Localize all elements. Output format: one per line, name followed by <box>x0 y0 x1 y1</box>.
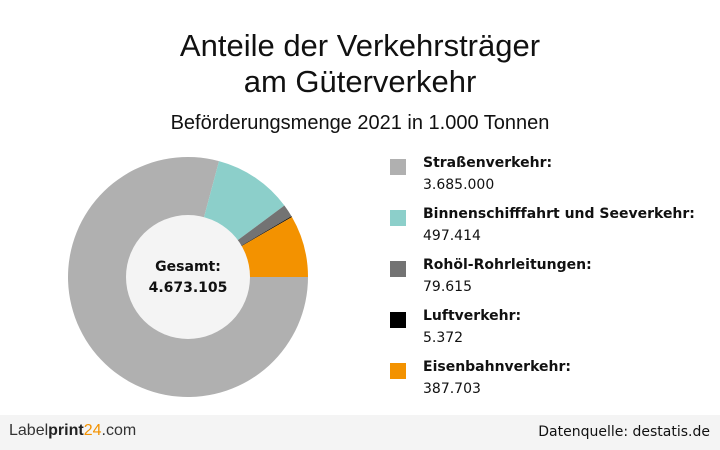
footer: Labelprint24.com Datenquelle: destatis.d… <box>0 415 720 450</box>
chart-subtitle: Beförderungsmenge 2021 in 1.000 Tonnen <box>170 112 550 134</box>
chart-title: Anteile der Verkehrsträger am Güterverke… <box>0 28 720 100</box>
legend-swatch <box>390 159 406 175</box>
legend-label: Binnenschifffahrt und Seeverkehr: <box>423 206 695 222</box>
legend-swatch <box>390 210 406 226</box>
title-line-1: Anteile der Verkehrsträger <box>179 28 541 63</box>
legend-value: 5.372 <box>423 330 464 346</box>
legend-value: 79.615 <box>423 279 472 295</box>
labelprint24-logo: Labelprint24.com <box>9 422 137 439</box>
legend-swatch <box>390 312 406 328</box>
legend-label: Eisenbahnverkehr: <box>423 359 571 375</box>
legend-value: 497.414 <box>423 228 481 244</box>
legend-value: 3.685.000 <box>423 177 495 193</box>
legend-swatch <box>390 363 406 379</box>
legend-value: 387.703 <box>423 381 481 397</box>
legend-swatch <box>390 261 406 277</box>
legend-label: Luftverkehr: <box>423 308 522 324</box>
data-source: Datenquelle: destatis.de <box>538 424 710 440</box>
legend-label: Rohöl-Rohrleitungen: <box>423 257 592 273</box>
donut-hole <box>126 215 250 339</box>
center-value: 4.673.105 <box>149 280 228 296</box>
legend-label: Straßenverkehr: <box>423 155 553 171</box>
center-label: Gesamt: <box>155 259 221 275</box>
title-line-2: am Güterverkehr <box>243 64 477 99</box>
